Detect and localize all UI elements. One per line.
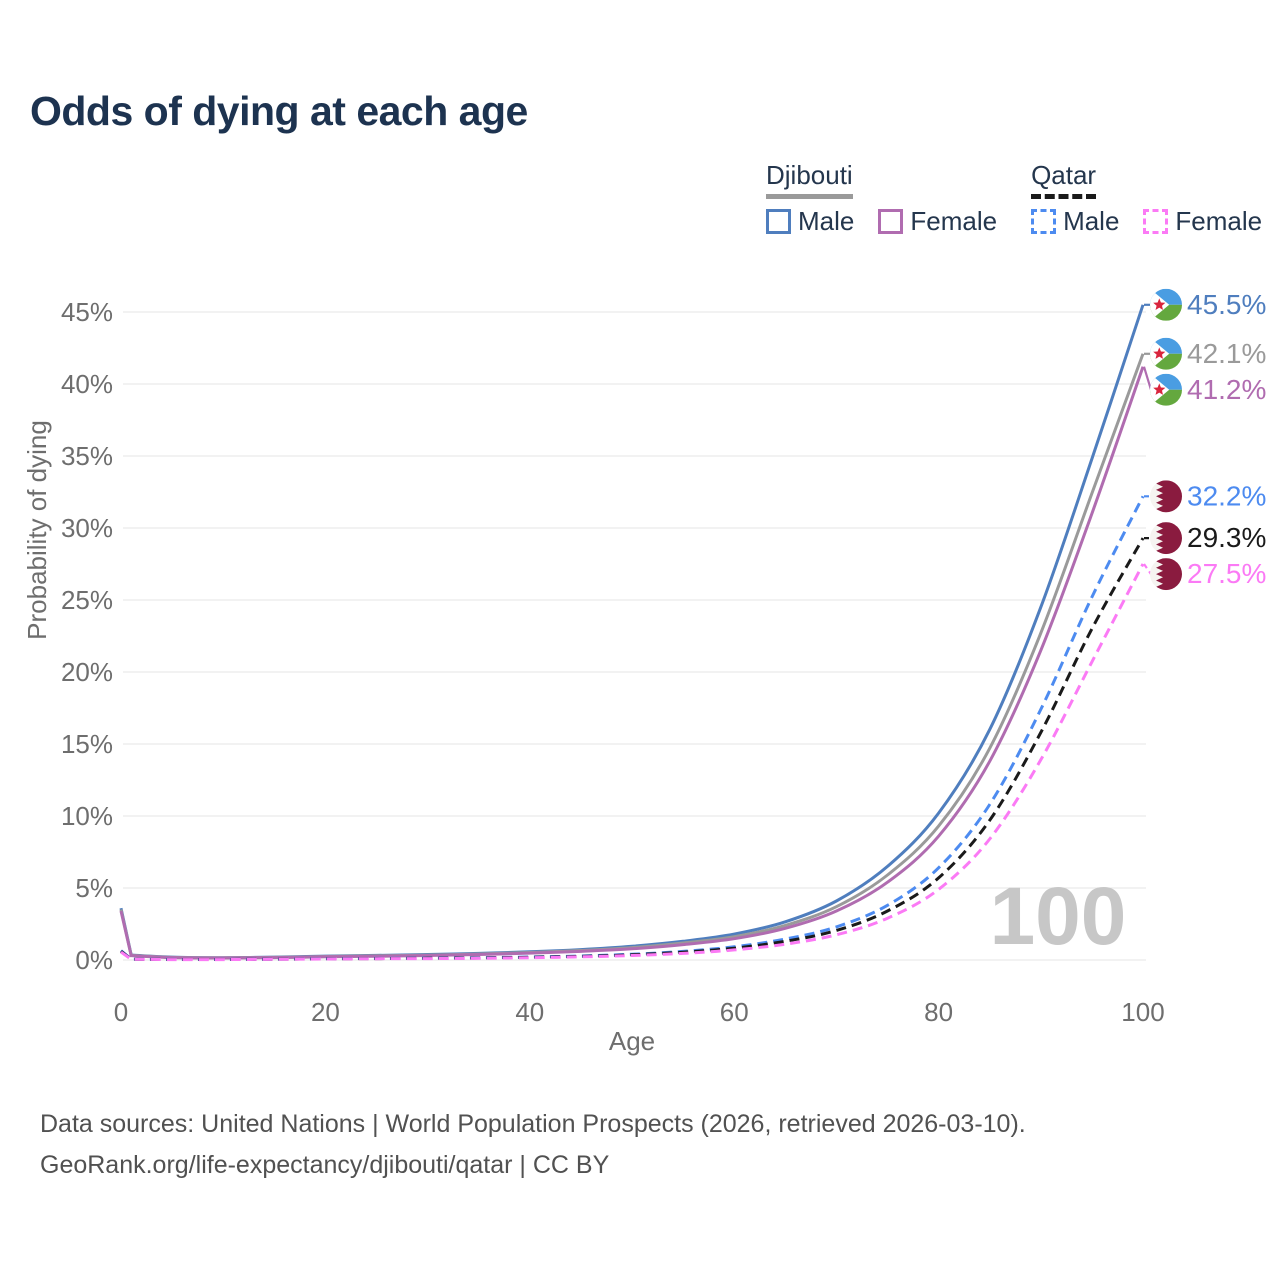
y-tick-label: 40% xyxy=(61,369,113,399)
legend-swatch-djibouti-female xyxy=(878,209,904,234)
flag-part xyxy=(1153,347,1166,359)
legend-item-label: Female xyxy=(1175,206,1263,236)
x-tick-label: 60 xyxy=(720,997,749,1027)
y-axis-title: Probability of dying xyxy=(22,420,52,640)
series-line-djibouti-female[interactable] xyxy=(119,366,1145,960)
y-tick-label: 5% xyxy=(75,873,113,903)
series-line-djibouti-male[interactable] xyxy=(119,304,1145,960)
x-tick-label: 80 xyxy=(924,997,953,1027)
footer-data-sources: Data sources: United Nations | World Pop… xyxy=(40,1110,1026,1138)
y-tick-label: 20% xyxy=(61,657,113,687)
djibouti-flag-icon xyxy=(1150,373,1182,406)
flag-part xyxy=(1153,298,1166,310)
legend-item-label: Male xyxy=(798,206,855,236)
x-tick-label: 100 xyxy=(1121,997,1164,1027)
page-title: Odds of dying at each age xyxy=(30,88,528,134)
end-value-label-djibouti-female: 41.2% xyxy=(1187,374,1266,405)
footer-attribution: GeoRank.org/life-expectancy/djibouti/qat… xyxy=(40,1151,610,1179)
legend-swatch-qatar-female xyxy=(1143,209,1169,234)
legend: Djibouti Male Female Qatar Male Female xyxy=(766,160,1262,237)
flag-part xyxy=(1156,558,1182,591)
legend-swatch-djibouti-male xyxy=(766,209,791,234)
x-tick-label: 0 xyxy=(114,997,128,1027)
flag-part xyxy=(1156,522,1182,555)
djibouti-flag-icon xyxy=(1150,288,1182,321)
end-value-label-qatar-female: 27.5% xyxy=(1187,558,1266,589)
series-line-djibouti-both[interactable] xyxy=(119,353,1145,960)
legend-swatch-qatar-male xyxy=(1031,209,1057,234)
y-tick-label: 0% xyxy=(75,945,113,975)
y-tick-label: 25% xyxy=(61,585,113,615)
y-tick-label: 15% xyxy=(61,729,113,759)
qatar-flag-icon xyxy=(1150,522,1182,555)
legend-group-djibouti: Djibouti Male Female xyxy=(766,160,997,237)
legend-item-qatar-male[interactable]: Male xyxy=(1031,206,1119,237)
end-value-label-djibouti-both: 42.1% xyxy=(1187,338,1266,369)
djibouti-flag-icon xyxy=(1150,337,1182,370)
legend-group-qatar: Qatar Male Female xyxy=(1031,160,1262,237)
y-tick-label: 30% xyxy=(61,513,113,543)
y-tick-label: 45% xyxy=(61,297,113,327)
x-tick-label: 20 xyxy=(311,997,340,1027)
flag-part xyxy=(1153,383,1166,395)
legend-item-label: Male xyxy=(1063,206,1120,236)
qatar-flag-icon xyxy=(1150,480,1182,513)
legend-item-label: Female xyxy=(910,206,998,236)
x-tick-label: 40 xyxy=(515,997,544,1027)
qatar-flag-icon xyxy=(1150,558,1182,591)
legend-group-label-djibouti[interactable]: Djibouti xyxy=(766,160,853,199)
y-tick-label: 35% xyxy=(61,441,113,471)
legend-group-label-qatar[interactable]: Qatar xyxy=(1031,160,1097,199)
legend-item-qatar-female[interactable]: Female xyxy=(1143,206,1262,237)
end-value-label-qatar-both: 29.3% xyxy=(1187,522,1266,553)
x-axis-title: Age xyxy=(609,1026,655,1056)
legend-item-djibouti-male[interactable]: Male xyxy=(766,206,854,237)
watermark-age-100: 100 xyxy=(990,871,1127,962)
legend-item-djibouti-female[interactable]: Female xyxy=(878,206,997,237)
end-value-label-djibouti-male: 45.5% xyxy=(1187,289,1266,320)
series-line-qatar-female[interactable] xyxy=(120,563,1145,962)
y-tick-label: 10% xyxy=(61,801,113,831)
flag-part xyxy=(1156,480,1182,513)
end-value-label-qatar-male: 32.2% xyxy=(1187,480,1266,511)
footer: Data sources: United Nations | World Pop… xyxy=(40,1104,1026,1186)
